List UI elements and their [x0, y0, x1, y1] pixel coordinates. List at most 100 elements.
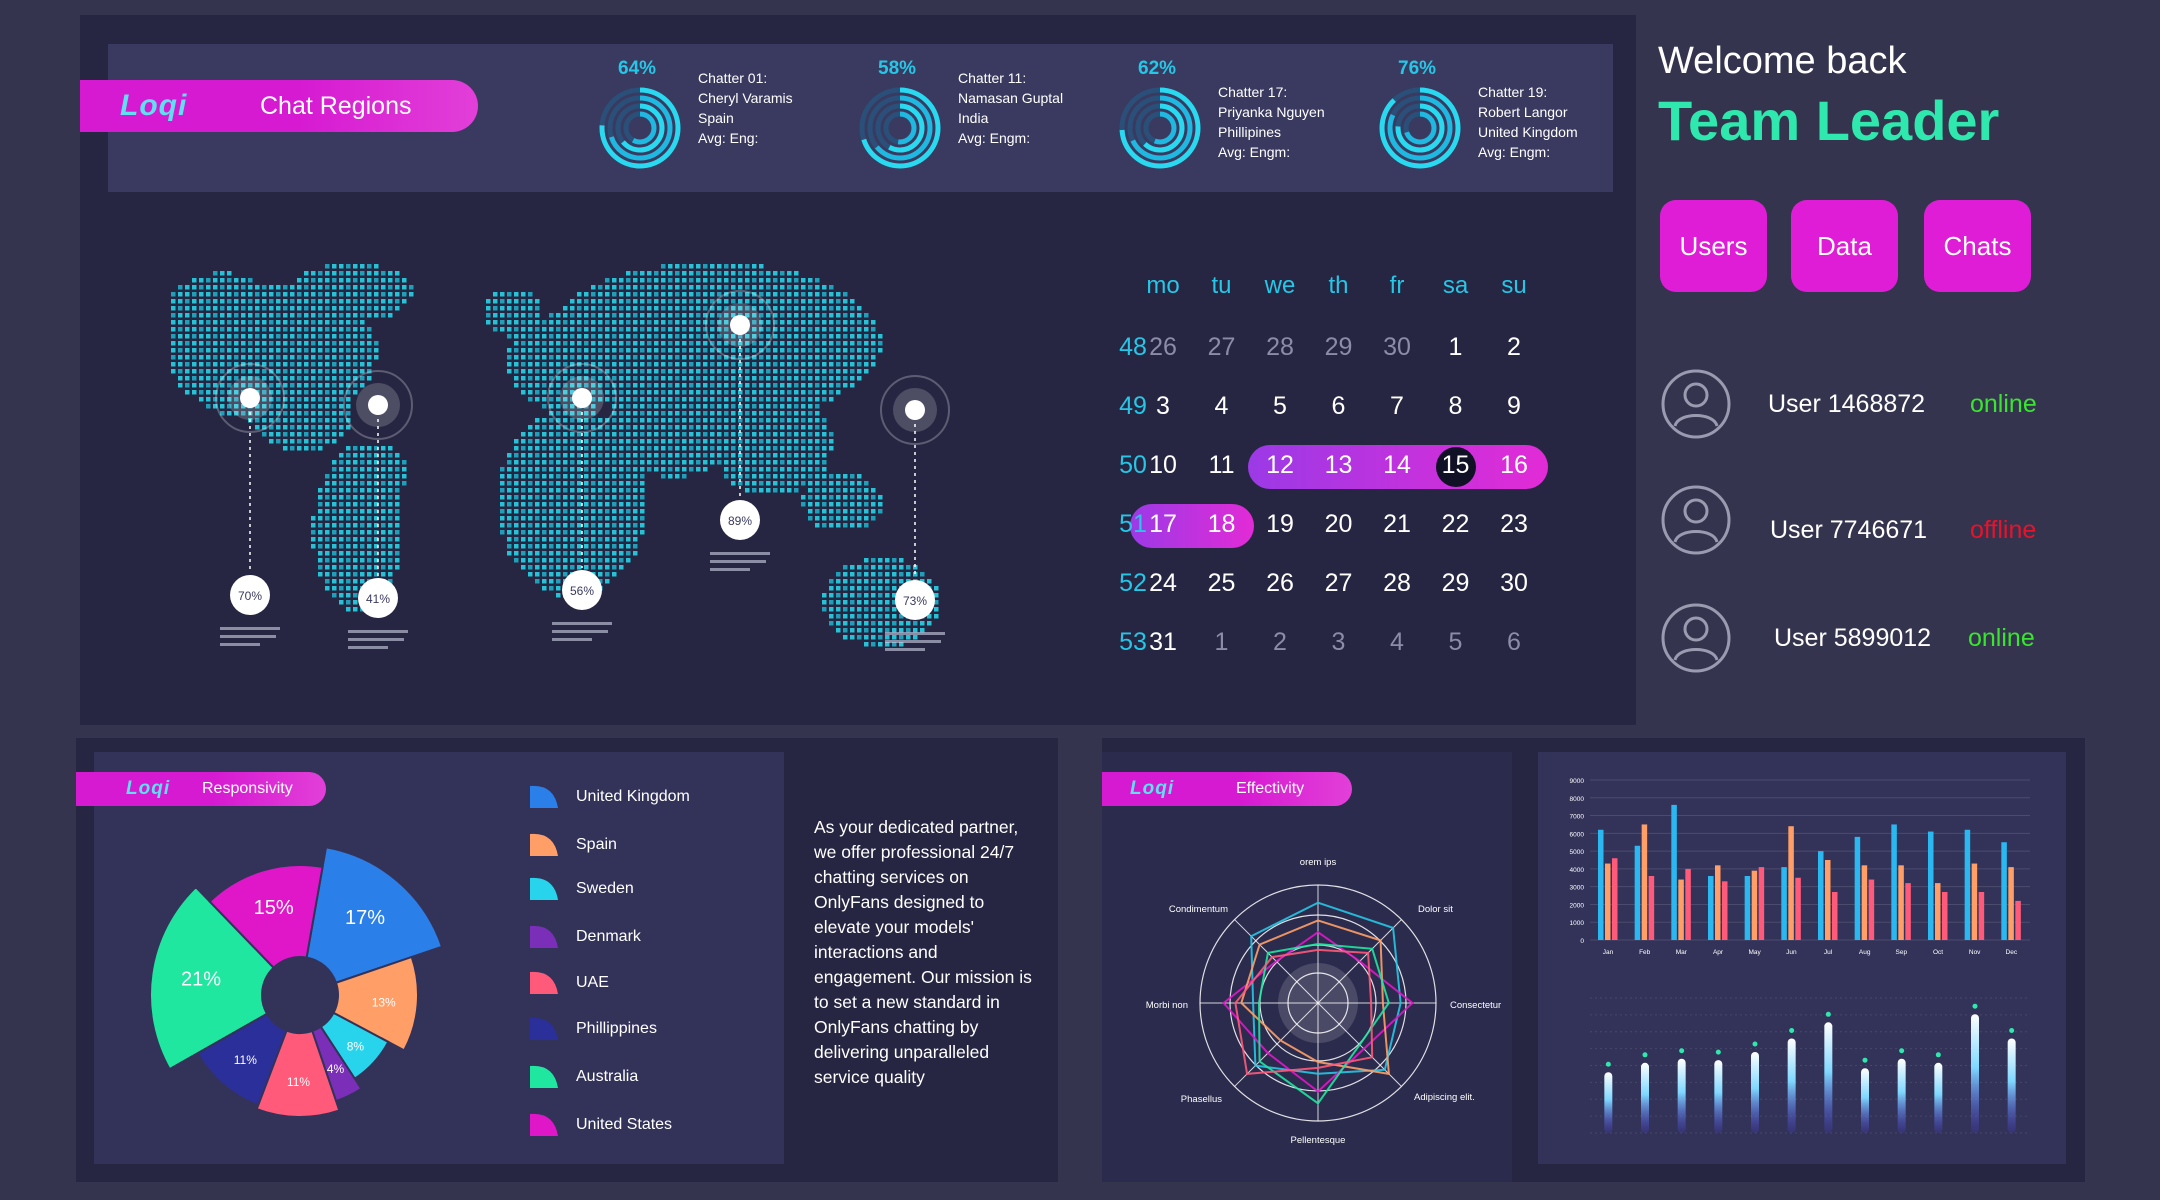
glow-bar [1677, 1058, 1686, 1133]
calendar-day[interactable]: 11 [1208, 451, 1235, 479]
map-dot [815, 467, 820, 472]
calendar-day[interactable]: 27 [1207, 333, 1236, 361]
map-dot [780, 348, 785, 353]
map-dot [675, 348, 680, 353]
map-dot [353, 558, 358, 563]
map-dot [493, 299, 498, 304]
calendar-day[interactable]: 14 [1383, 451, 1411, 479]
map-dot [318, 334, 323, 339]
map-dot [500, 516, 505, 521]
calendar-day[interactable]: 27 [1324, 569, 1353, 597]
map-dot [325, 579, 330, 584]
map-dot [668, 271, 673, 276]
calendar-day[interactable]: 24 [1149, 569, 1177, 597]
user-row[interactable]: User 5899012 online [1660, 602, 2080, 682]
map-dot [843, 369, 848, 374]
calendar-day[interactable]: 26 [1149, 333, 1177, 361]
map-dot [759, 446, 764, 451]
map-dot [563, 425, 568, 430]
map-dot [346, 558, 351, 563]
bar [1905, 883, 1911, 940]
map-dot [528, 397, 533, 402]
calendar-day[interactable]: 3 [1156, 392, 1170, 420]
map-dot [801, 320, 806, 325]
calendar-day[interactable]: 28 [1383, 569, 1411, 597]
map-dot [374, 460, 379, 465]
map-dot [731, 425, 736, 430]
map-dot [528, 369, 533, 374]
map-dot [339, 397, 344, 402]
calendar-day[interactable]: 7 [1390, 392, 1404, 420]
map-dot [290, 383, 295, 388]
calendar-day[interactable]: 2 [1507, 333, 1521, 361]
calendar-day[interactable]: 15 [1441, 451, 1470, 479]
calendar-day[interactable]: 20 [1324, 510, 1353, 538]
calendar-day[interactable]: 30 [1383, 333, 1411, 361]
calendar-day[interactable]: 21 [1383, 510, 1411, 538]
map-dot [675, 383, 680, 388]
calendar-day[interactable]: 29 [1441, 569, 1470, 597]
calendar-day[interactable]: 13 [1324, 451, 1353, 479]
calendar-day[interactable]: 9 [1507, 392, 1521, 420]
calendar-day[interactable]: 6 [1507, 628, 1521, 656]
glow-bar [1971, 1014, 1979, 1133]
map-dot [843, 516, 848, 521]
map-dot [297, 383, 302, 388]
map-dot [549, 495, 554, 500]
calendar-day[interactable]: 18 [1207, 510, 1236, 538]
calendar-day[interactable]: 10 [1149, 451, 1177, 479]
map-dot [626, 397, 631, 402]
calendar-day[interactable]: 22 [1441, 510, 1470, 538]
calendar-day[interactable]: 12 [1266, 451, 1294, 479]
chats-button[interactable]: Chats [1924, 200, 2031, 292]
calendar-day[interactable]: 1 [1214, 628, 1229, 656]
map-dot [619, 481, 624, 486]
calendar-day[interactable]: 17 [1149, 510, 1177, 538]
map-dot [486, 313, 491, 318]
data-button[interactable]: Data [1791, 200, 1898, 292]
calendar-day[interactable]: 6 [1331, 392, 1346, 420]
calendar-day[interactable]: 5 [1273, 392, 1287, 420]
map-dot [598, 320, 603, 325]
calendar-day[interactable]: 31 [1149, 628, 1177, 656]
map-dot [577, 362, 582, 367]
users-button[interactable]: Users [1660, 200, 1767, 292]
map-dot [171, 292, 176, 297]
calendar-day[interactable]: 26 [1266, 569, 1294, 597]
map-dot [304, 369, 309, 374]
calendar-day[interactable]: 4 [1214, 392, 1229, 420]
map-dot [794, 348, 799, 353]
map-dot [766, 474, 771, 479]
calendar-day[interactable]: 23 [1500, 510, 1528, 538]
user-row[interactable]: User 1468872 online [1660, 368, 2080, 448]
calendar-day[interactable]: 5 [1448, 628, 1463, 656]
calendar-day[interactable]: 25 [1207, 569, 1236, 597]
calendar-day[interactable]: 3 [1331, 628, 1346, 656]
calendar-day[interactable]: 29 [1324, 333, 1353, 361]
map-dot [367, 313, 372, 318]
calendar-day[interactable]: 1 [1448, 333, 1463, 361]
map-dot [605, 306, 610, 311]
map-dot [745, 474, 750, 479]
map-dot [612, 502, 617, 507]
map-dot [829, 292, 834, 297]
map-dot [773, 278, 778, 283]
map-dot [598, 327, 603, 332]
map-dot [633, 418, 638, 423]
map-dot [388, 446, 393, 451]
calendar-day[interactable]: 2 [1273, 628, 1287, 656]
bar [1648, 876, 1655, 940]
calendar-day[interactable]: 28 [1266, 333, 1294, 361]
user-row[interactable]: User 7746671 offline [1660, 484, 2080, 564]
calendar-day[interactable]: 30 [1500, 569, 1528, 597]
map-dot [612, 516, 617, 521]
map-dot [787, 341, 792, 346]
map-dot [738, 390, 743, 395]
map-dot [689, 264, 694, 269]
calendar-day[interactable]: 19 [1266, 510, 1294, 538]
calendar-day[interactable]: 16 [1500, 451, 1528, 479]
map-dot [577, 306, 582, 311]
calendar-day[interactable]: 4 [1390, 628, 1404, 656]
calendar-day[interactable]: 8 [1448, 392, 1463, 420]
map-dot [353, 544, 358, 549]
